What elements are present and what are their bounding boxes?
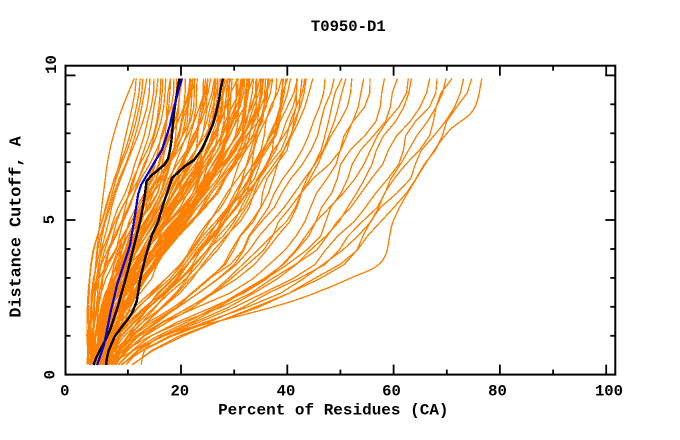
svg-text:10: 10 (43, 55, 61, 74)
svg-text:20: 20 (170, 383, 189, 401)
svg-text:Percent of Residues (CA): Percent of Residues (CA) (218, 402, 448, 420)
svg-text:5: 5 (41, 215, 59, 224)
svg-text:100: 100 (595, 383, 623, 401)
svg-text:Distance Cutoff, A: Distance Cutoff, A (8, 135, 27, 317)
svg-text:T0950-D1: T0950-D1 (311, 18, 386, 36)
svg-text:80: 80 (488, 383, 507, 401)
svg-text:40: 40 (277, 383, 296, 401)
svg-text:0: 0 (60, 383, 69, 401)
svg-text:60: 60 (382, 383, 401, 401)
svg-text:0: 0 (42, 370, 60, 379)
